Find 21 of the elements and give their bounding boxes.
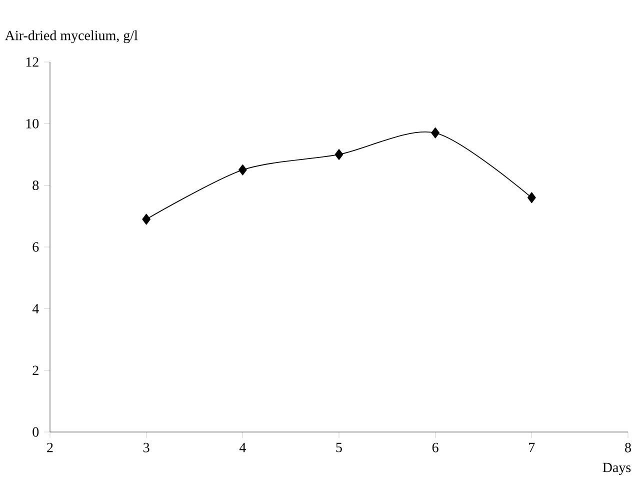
- x-tick-label: 6: [432, 442, 438, 452]
- x-tick-label: 7: [529, 442, 535, 452]
- y-tick-label: 6: [32, 242, 39, 252]
- x-tick-label: 8: [625, 442, 631, 452]
- y-tick-label: 0: [32, 427, 39, 437]
- y-tick-label: 4: [32, 304, 39, 314]
- y-axis-title: Air-dried mycelium, g/l: [5, 30, 138, 44]
- x-tick-label: 3: [144, 442, 150, 452]
- x-tick-label: 2: [47, 442, 53, 452]
- x-axis-title: Days: [602, 462, 631, 476]
- point: [238, 164, 247, 176]
- y-tick-label: 10: [26, 118, 39, 128]
- x-tick-label: 4: [239, 442, 246, 452]
- y-tick-label: 8: [32, 180, 39, 190]
- point: [334, 149, 344, 160]
- y-tick-label: 12: [26, 57, 38, 67]
- y-tick-label: 2: [32, 366, 38, 375]
- x-tick-label: 5: [336, 442, 342, 452]
- point: [431, 127, 440, 138]
- point: [527, 192, 536, 204]
- point: [142, 214, 151, 225]
